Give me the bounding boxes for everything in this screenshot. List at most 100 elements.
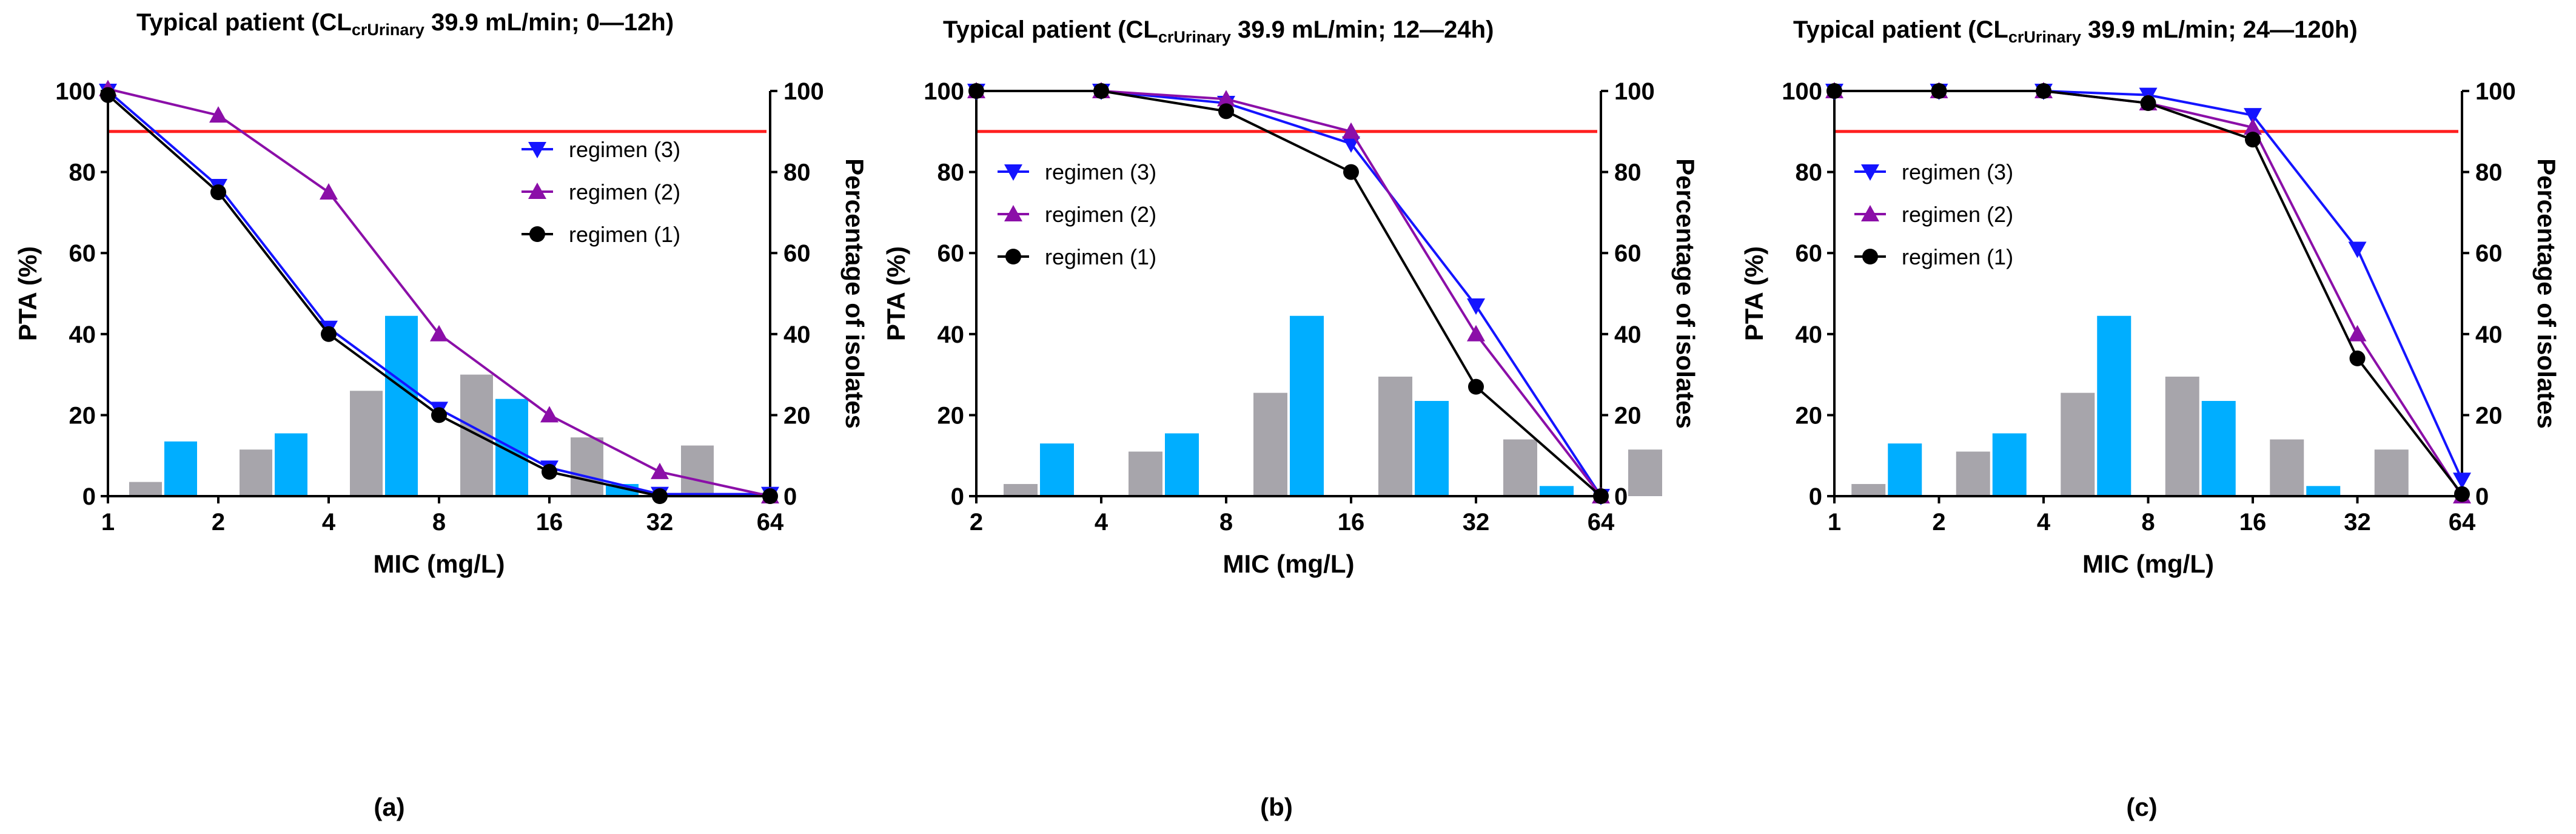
series-point-3-2 [210,184,226,200]
series-point-3-7 [762,488,778,504]
x-tick-label: 16 [2239,509,2267,536]
y-tick-label: 60 [1796,240,1823,267]
bar-grey-1 [129,482,162,496]
y2-tick-label: 100 [783,78,824,105]
series-point-1-7 [2453,472,2471,489]
series-point-3-3 [1218,103,1234,119]
series-point-3-3 [2036,83,2051,99]
x-tick-label: 8 [1219,509,1233,536]
bar-blue-5 [1540,486,1574,496]
x-tick-label: 16 [1338,509,1365,536]
bar-grey-3 [2061,392,2095,496]
y-tick-label: 100 [1782,78,1822,105]
y-tick-label: 40 [937,321,965,348]
bar-grey-6 [681,445,714,496]
y-tick-label: 20 [1796,402,1823,429]
bar-blue-3 [1290,315,1324,496]
legend-marker [528,183,546,199]
legend-marker [1862,249,1878,264]
y2-axis-label: Percentage of isolates [840,158,869,429]
y2-tick-label: 60 [783,240,811,267]
chart-title: Typical patient (CLcrUrinary 39.9 mL/min… [136,9,674,39]
chart-title-part: Typical patient (CL [1793,16,2008,43]
bar-blue-2 [1992,433,2027,496]
y2-tick-label: 100 [2475,78,2516,105]
x-tick-label: 2 [1932,509,1945,536]
bar-grey-4 [2165,376,2199,496]
bar-blue-3 [2097,315,2132,496]
y-tick-label: 40 [1796,321,1823,348]
chart-title-subscript: crUrinary [2008,28,2081,46]
x-tick-label: 8 [2141,509,2155,536]
panel-label: (b) [1260,793,1293,821]
chart-panel-2: Typical patient (CLcrUrinary 39.9 mL/min… [882,16,1700,821]
legend-marker [1004,205,1022,221]
y2-tick-label: 40 [783,321,811,348]
series-line-2 [976,90,1602,497]
x-axis-label: MIC (mg/L) [1223,550,1355,578]
bar-grey-2 [1129,451,1162,496]
chart-title: Typical patient (CLcrUrinary 39.9 mL/min… [943,16,1494,46]
bar-grey-5 [571,437,603,496]
x-tick-label: 64 [757,509,784,536]
series-point-3-4 [431,407,447,423]
x-tick-label: 64 [1588,509,1615,536]
y-tick-label: 100 [924,78,964,105]
chart-panel-3: Typical patient (CLcrUrinary 39.9 mL/min… [1740,16,2561,821]
y-tick-label: 100 [55,78,96,105]
chart-panel-1: Typical patient (CLcrUrinary 39.9 mL/min… [13,9,869,821]
series-point-3-7 [2454,486,2470,502]
series-point-3-6 [652,488,668,504]
y2-axis-label: Percentage of isolates [1671,158,1700,429]
chart-title-subscript: crUrinary [1158,28,1231,46]
y2-tick-label: 40 [1614,321,1642,348]
y2-tick-label: 40 [2475,321,2503,348]
y-tick-label: 60 [937,240,965,267]
series-point-3-5 [542,463,557,480]
bar-grey-3 [350,391,383,496]
series-point-2-4 [430,325,448,341]
x-tick-label: 4 [2037,509,2051,536]
series-point-3-4 [1343,164,1359,180]
bar-blue-5 [2306,486,2341,496]
y2-tick-label: 20 [783,402,811,429]
bar-grey-1 [1004,483,1038,496]
legend-marker [1861,205,1879,221]
series-point-2-3 [1217,90,1235,107]
chart-title-part: 39.9 mL/min; 0—12h) [424,9,674,36]
x-tick-label: 8 [432,509,446,536]
series-point-3-2 [1093,83,1109,99]
y2-tick-label: 0 [2475,483,2489,510]
bar-grey-2 [240,449,272,496]
series-point-1-5 [1467,298,1485,315]
y2-tick-label: 20 [2475,402,2503,429]
x-tick-label: 64 [2449,509,2476,536]
legend-marker [1005,249,1021,264]
series-line-2 [1834,90,2463,497]
y2-tick-label: 80 [1614,160,1642,186]
series-point-3-1 [1826,83,1842,99]
x-tick-label: 4 [322,509,336,536]
series-point-3-4 [2140,95,2156,112]
bar-grey-5 [2270,439,2304,496]
y2-tick-label: 80 [783,160,811,186]
y2-tick-label: 60 [2475,240,2503,267]
chart-title-part: 39.9 mL/min; 24—120h) [2081,16,2358,43]
x-axis-label: MIC (mg/L) [374,550,505,578]
x-tick-label: 32 [646,509,674,536]
series-point-3-6 [1593,488,1609,504]
series-point-2-6 [651,462,669,479]
legend-label: regimen (2) [1902,202,2013,227]
series-point-3-5 [2245,132,2261,148]
legend-label: regimen (2) [1045,202,1156,227]
bar-grey-5 [1503,439,1537,496]
y-tick-label: 80 [937,160,965,186]
series-point-3-1 [968,83,984,99]
y-axis-label: PTA (%) [13,246,42,341]
bar-grey-3 [1253,392,1287,496]
legend-label: regimen (1) [569,222,680,247]
x-tick-label: 1 [1828,509,1841,536]
legend-label: regimen (2) [569,180,680,204]
y2-tick-label: 60 [1614,240,1642,267]
